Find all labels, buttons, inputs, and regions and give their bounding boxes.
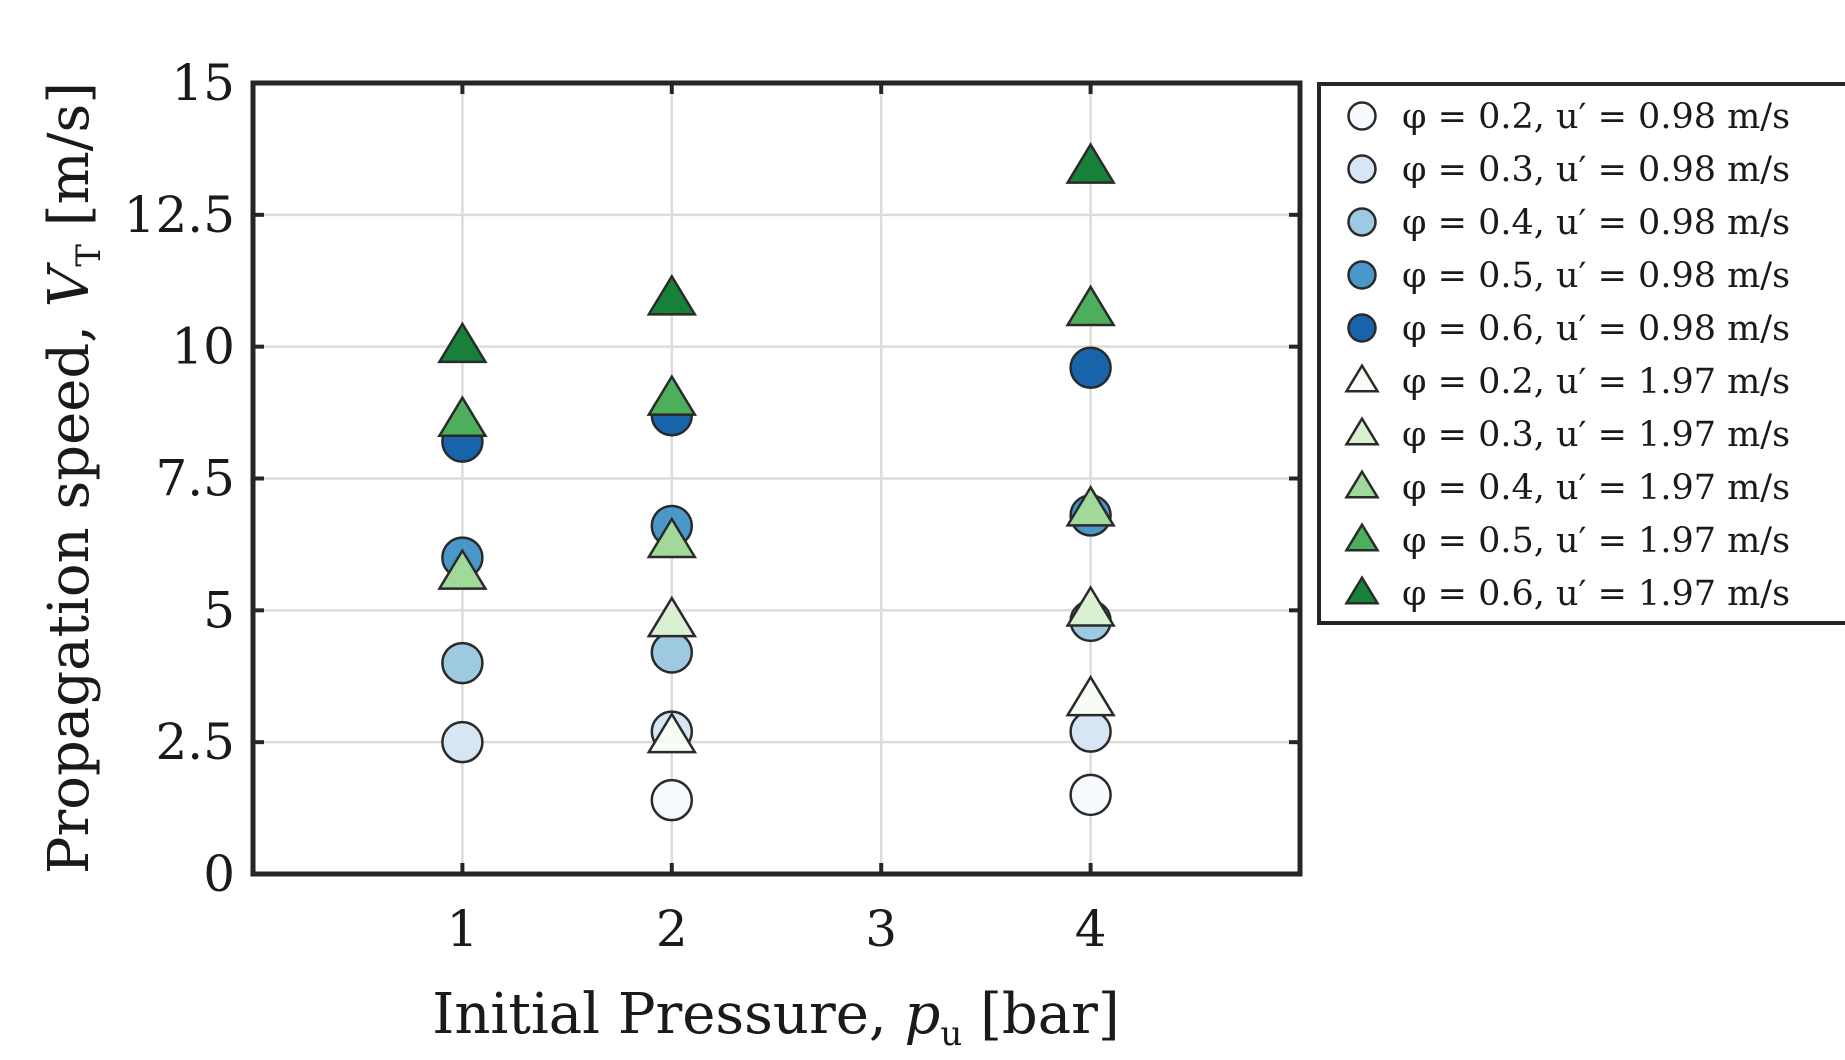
y-axis-ticks: 0 2.5 5 7.5 10 12.5 15 [124,54,1300,903]
y-axis-title: Propagation speed, VT [m/s] [37,82,109,874]
data-point-triangle [646,595,698,638]
legend-marker-triangle [1344,469,1380,499]
data-point-circle [441,720,484,764]
y-tick-label: 0 [203,845,235,903]
y-tick-label: 15 [171,54,235,112]
x-tick-label: 3 [865,900,897,958]
legend-label: φ = 0.5, u′ = 0.98 m/s [1402,256,1790,296]
legend-marker-triangle [1344,575,1380,605]
data-point-triangle [1065,484,1116,527]
legend-marker-circle [1347,260,1377,290]
y-tick-label: 2.5 [155,713,235,771]
data-point-circle [441,641,484,685]
x-axis-title: Initial Pressure, pu [bar] [432,982,1120,1054]
legend-box [1317,82,1845,625]
grid [253,83,1300,874]
legend-marker-circle [1347,101,1377,131]
data-point-triangle [1065,585,1116,627]
data-point-triangle [1065,142,1116,184]
legend-marker-triangle [1344,363,1380,393]
data-point-triangle [646,374,698,416]
data-point-triangle [646,273,698,316]
legend-marker-triangle [1344,416,1380,446]
data-point-triangle [646,711,698,754]
legend-label: φ = 0.6, u′ = 1.97 m/s [1402,574,1790,614]
data-points [437,142,1116,822]
legend-marker-circle [1347,313,1377,343]
data-point-circle [650,778,694,822]
data-point-circle [1069,710,1112,753]
data-point-triangle [437,548,488,590]
legend-marker-circle [1347,207,1377,237]
x-tick-label: 1 [446,900,478,958]
legend-label: φ = 0.3, u′ = 1.97 m/s [1402,415,1790,455]
data-point-triangle [1065,674,1116,717]
data-point-triangle [437,395,488,437]
legend-marker-triangle [1344,522,1380,552]
legend-label: φ = 0.2, u′ = 1.97 m/s [1402,362,1790,402]
legend-marker-circle [1347,154,1377,184]
x-tick-label: 2 [656,900,688,958]
y-tick-label: 7.5 [155,450,235,508]
x-tick-label: 4 [1075,900,1107,958]
y-tick-label: 10 [171,318,235,376]
legend: φ = 0.2, u′ = 0.98 m/s φ = 0.3, u′ = 0.98… [1317,82,1845,625]
y-tick-label: 12.5 [124,186,235,244]
legend-label: φ = 0.4, u′ = 0.98 m/s [1402,203,1790,243]
plot-frame [250,80,1303,877]
data-point-triangle [437,321,488,364]
legend-label: φ = 0.2, u′ = 0.98 m/s [1402,97,1790,137]
data-point-triangle [1065,284,1116,327]
y-tick-label: 5 [203,581,235,639]
legend-label: φ = 0.3, u′ = 0.98 m/s [1402,150,1790,190]
legend-label: φ = 0.5, u′ = 1.97 m/s [1402,521,1790,561]
data-point-circle [1069,346,1112,390]
legend-label: φ = 0.6, u′ = 0.98 m/s [1402,309,1790,349]
data-point-circle [650,631,694,674]
data-point-circle [1069,773,1112,817]
data-point-triangle [646,516,698,559]
legend-label: φ = 0.4, u′ = 1.97 m/s [1402,468,1790,508]
